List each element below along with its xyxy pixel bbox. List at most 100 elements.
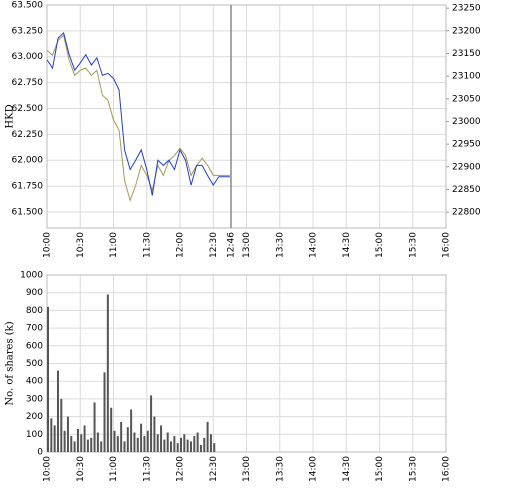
y-tick-label: 900: [26, 288, 43, 298]
y2-tick-label: 22950: [452, 140, 481, 150]
bar: [70, 436, 73, 452]
y-tick-label: 62.250: [12, 130, 44, 140]
x-tick-label: 16:00: [442, 456, 452, 482]
x-tick-label: 12:00: [176, 232, 186, 258]
x-tick-label: 14:30: [342, 232, 352, 258]
x-tick-label: 10:30: [76, 232, 86, 258]
bar: [166, 432, 169, 452]
bar: [60, 398, 63, 452]
bar: [143, 436, 146, 452]
bar: [120, 421, 123, 452]
bar: [63, 430, 66, 452]
x-tick-label: 12:30: [209, 232, 219, 258]
y2-tick-label: 22900: [452, 162, 481, 172]
bar: [186, 439, 189, 452]
bar: [103, 372, 106, 452]
y-tick-label: 300: [26, 394, 43, 404]
x-tick-label: 10:00: [43, 456, 53, 482]
bar: [203, 437, 206, 452]
x-tick-label: 13:30: [275, 232, 285, 258]
y-axis-label: No. of shares (k): [5, 321, 16, 405]
y-tick-label: 63.250: [12, 26, 44, 36]
y2-tick-label: 22850: [452, 185, 481, 195]
y-tick-label: 400: [26, 377, 43, 387]
bar: [113, 430, 116, 452]
bar: [156, 434, 159, 452]
bar: [116, 436, 119, 452]
bar: [123, 441, 126, 452]
x-tick-label: 15:30: [408, 232, 418, 258]
bar: [100, 441, 103, 452]
x-tick-label: 11:30: [142, 232, 152, 258]
bar: [146, 430, 149, 452]
bar: [47, 306, 49, 452]
y-tick-label: 1000: [20, 271, 43, 281]
y-tick-label: 200: [26, 412, 43, 422]
current-time-label: 12:46: [226, 232, 236, 258]
y-tick-label: 63.500: [12, 1, 44, 11]
y-tick-label: 62.750: [12, 78, 44, 88]
bar: [196, 432, 199, 452]
bar: [80, 434, 83, 452]
bar: [170, 441, 173, 452]
x-tick-label: 11:30: [142, 456, 152, 482]
y2-tick-label: 23100: [452, 72, 481, 82]
bar: [66, 416, 69, 452]
y-tick-label: 61.500: [12, 207, 44, 217]
bar: [183, 434, 186, 452]
bar: [73, 441, 76, 452]
bar: [93, 402, 96, 452]
x-tick-label: 11:00: [109, 232, 119, 258]
x-tick-label: 14:30: [342, 456, 352, 482]
y-tick-label: 100: [26, 430, 43, 440]
y-tick-label: 63.000: [12, 52, 44, 62]
y2-tick-label: 23150: [452, 49, 481, 59]
bar: [173, 436, 176, 452]
x-tick-label: 16:00: [442, 232, 452, 258]
y-tick-label: 800: [26, 306, 43, 316]
price-line: [46, 31, 230, 196]
y-tick-label: 500: [26, 359, 43, 369]
y-axis-label: HKD: [5, 104, 16, 128]
bar: [106, 294, 109, 452]
bar: [189, 441, 192, 452]
bar: [206, 421, 209, 452]
x-tick-label: 13:30: [275, 456, 285, 482]
x-tick-label: 10:00: [43, 232, 53, 258]
x-tick-label: 15:00: [375, 456, 385, 482]
x-tick-label: 15:00: [375, 232, 385, 258]
x-tick-label: 12:30: [209, 456, 219, 482]
bar: [90, 437, 93, 452]
bar: [160, 425, 163, 452]
bar: [56, 370, 59, 452]
bar: [163, 439, 166, 452]
y-tick-label: 61.750: [12, 182, 44, 192]
y2-tick-label: 23200: [452, 26, 481, 36]
y-tick-label: 62.500: [12, 104, 44, 114]
x-tick-label: 12:00: [176, 456, 186, 482]
y2-tick-label: 22800: [452, 208, 481, 218]
bar: [133, 432, 136, 452]
x-tick-label: 13:00: [242, 456, 252, 482]
bar: [193, 436, 196, 452]
bar: [199, 444, 202, 452]
x-tick-label: 15:30: [408, 456, 418, 482]
x-tick-label: 13:00: [242, 232, 252, 258]
x-tick-label: 14:00: [309, 232, 319, 258]
bar: [209, 434, 212, 452]
x-tick-label: 11:00: [109, 456, 119, 482]
y2-tick-label: 23000: [452, 117, 481, 127]
bar: [140, 423, 143, 452]
bar: [136, 437, 139, 452]
bar: [53, 425, 56, 452]
x-tick-label: 10:30: [76, 456, 86, 482]
y-tick-label: 62.000: [12, 156, 44, 166]
y2-tick-label: 23050: [452, 94, 481, 104]
bar: [176, 443, 179, 452]
x-tick-label: 14:00: [309, 456, 319, 482]
bar: [150, 395, 153, 452]
bar: [180, 437, 182, 452]
price-line: [46, 34, 230, 202]
